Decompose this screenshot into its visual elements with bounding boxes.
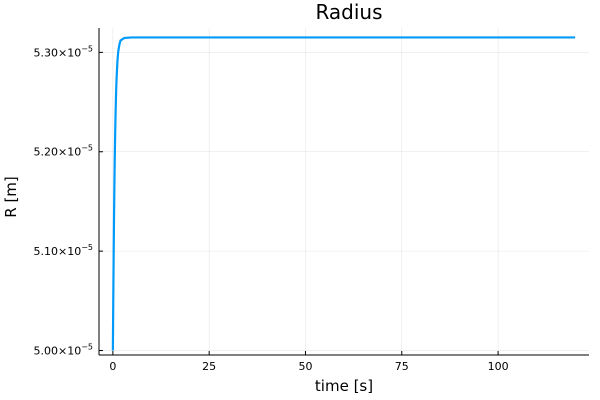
- y-tick-label: 5.30×10−5: [33, 44, 93, 59]
- y-ticks: 5.00×10−5 5.10×10−5 5.20×10−5 5.30×10−5: [33, 44, 103, 358]
- x-tick-label: 0: [109, 360, 116, 373]
- x-ticks: 0 25 50 75 100: [109, 351, 509, 373]
- x-tick-label: 50: [298, 360, 312, 373]
- y-tick-label: 5.20×10−5: [33, 144, 93, 159]
- x-tick-label: 100: [488, 360, 509, 373]
- y-tick-label: 5.00×10−5: [33, 343, 93, 358]
- series-line: [111, 36, 576, 351]
- x-axis-label: time [s]: [315, 377, 373, 395]
- y-axis-label: R [m]: [2, 176, 20, 218]
- series-layer: [111, 36, 576, 351]
- x-tick-label: 75: [395, 360, 409, 373]
- y-tick-label: 5.10×10−5: [33, 243, 93, 258]
- x-tick-label: 25: [202, 360, 216, 373]
- chart-title: Radius: [315, 0, 382, 24]
- grid: [99, 28, 589, 355]
- axes-frame: [98, 28, 589, 356]
